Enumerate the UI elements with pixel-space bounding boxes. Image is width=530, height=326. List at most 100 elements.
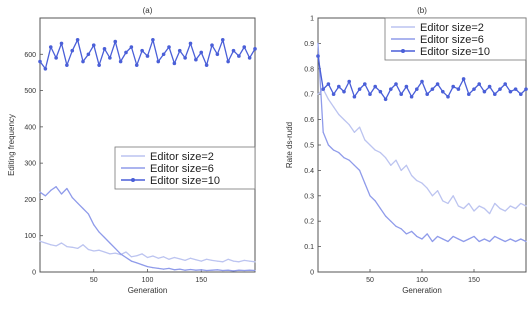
- chart-2-ylabel: Rate ds-rudd: [285, 122, 294, 168]
- chart-2-series-3-point: [441, 89, 445, 94]
- chart-1-series-3-point: [108, 56, 112, 60]
- chart-2-series-2-point: [483, 238, 485, 240]
- chart-1-series-3-point: [97, 63, 101, 67]
- chart-2-series-3-point: [503, 82, 508, 86]
- chart-1-series-2-point: [130, 260, 132, 262]
- chart-2-series-3: [316, 54, 528, 102]
- chart-1-series-2-point: [39, 191, 41, 193]
- chart-1-series-2-point: [163, 268, 165, 270]
- chart-2-series-2-point: [473, 235, 475, 238]
- chart-2-series-3-point: [435, 82, 440, 86]
- chart-1-series-3-point: [75, 37, 80, 42]
- chart-2-series-1-point: [431, 195, 433, 197]
- chart-2-series-1-point: [468, 202, 470, 205]
- chart-2-series-1-point: [317, 93, 319, 95]
- chart-1-series-3-point: [124, 50, 128, 55]
- chart-1-series-2-point: [232, 270, 235, 272]
- chart-1-series-2-point: [125, 256, 127, 259]
- chart-2-series-2-point: [338, 152, 340, 154]
- chart-1-series-2-point: [189, 268, 192, 271]
- chart-1-series-2-point: [141, 264, 143, 266]
- chart-1-series-1-point: [60, 242, 63, 244]
- chart-2-series-2-point: [421, 238, 423, 240]
- chart-1-series-3-point: [86, 52, 91, 57]
- chart-1-ytick-label: 500: [24, 88, 36, 95]
- chart-1-series-2-point: [66, 187, 68, 190]
- chart-2-legend-marker: [401, 49, 405, 53]
- chart-2-series-2-point: [390, 220, 392, 222]
- chart-2-series-2-point: [525, 240, 527, 243]
- chart-2-series-3-point: [472, 87, 476, 91]
- chart-1-series-2-point: [227, 269, 229, 271]
- chart-2-series-1-point: [395, 159, 397, 161]
- chart-2-ytick-label: 1: [310, 16, 314, 23]
- chart-2-series-2-point: [327, 144, 329, 146]
- chart-2-series-2-point: [504, 240, 506, 243]
- chart-2-legend-label: Editor size=2: [420, 22, 484, 34]
- chart-1-series-2-point: [168, 267, 170, 269]
- chart-1-series-3-point: [140, 48, 144, 53]
- chart-1-series-1-point: [200, 260, 202, 262]
- chart-2-series-1-point: [364, 139, 366, 141]
- chart-1-series-1-point: [44, 242, 46, 244]
- chart-1-series-1-point: [254, 261, 256, 263]
- chart-2-series-3-point: [316, 54, 320, 58]
- chart-2-series-3-point: [331, 92, 336, 96]
- chart-2-xtick-label: 50: [366, 277, 374, 284]
- chart-2-xtick-label: 100: [416, 277, 428, 284]
- chart-2-series-1-point: [525, 205, 527, 207]
- chart-1-series-2-point: [195, 269, 197, 271]
- chart-1-series-1-point: [87, 248, 89, 251]
- chart-2-series-3-point: [337, 84, 341, 89]
- chart-1-series-3-point: [199, 50, 204, 55]
- chart-2-series-2-point: [416, 235, 418, 238]
- chart-1-series-2-point: [243, 269, 245, 272]
- chart-2-title: (b): [417, 6, 427, 15]
- chart-2-series-3-point: [513, 87, 518, 91]
- chart-2-legend-label: Editor size=10: [420, 46, 490, 58]
- chart-2-series-2-point: [515, 240, 517, 243]
- chart-1-series-3-point: [151, 37, 155, 42]
- chart-2-series-2-point: [374, 200, 376, 202]
- chart-1-series-1-point: [206, 258, 208, 260]
- chart-1-series-1-point: [55, 245, 57, 247]
- chart-2-series-1-point: [442, 200, 444, 202]
- chart-2-series-2-point: [359, 169, 361, 171]
- chart-1-series-1-point: [157, 257, 159, 259]
- chart-1-series-2-point: [254, 269, 256, 272]
- chart-2-series-3-point: [368, 92, 372, 96]
- chart-2-series-2-point: [317, 42, 319, 45]
- chart-2-legend-label: Editor size=6: [420, 34, 484, 46]
- chart-2-series-3-point: [519, 92, 523, 96]
- chart-1-series-2-point: [103, 236, 106, 239]
- chart-2-ytick-label: 0.7: [304, 92, 314, 99]
- chart-2-series-2-point: [333, 149, 335, 151]
- chart-1-xtick-label: 150: [195, 277, 207, 284]
- chart-1-series-1-point: [82, 244, 84, 246]
- chart-2-series-2-point: [468, 238, 470, 240]
- chart-2-series-1-point: [509, 205, 511, 207]
- chart-2-series-3-point: [357, 87, 362, 91]
- chart-1-series-2-point: [206, 269, 208, 272]
- chart-1-legend-label: Editor size=10: [150, 175, 220, 187]
- chart-1-series-1-point: [249, 260, 251, 262]
- chart-1-series-3-point: [194, 57, 198, 62]
- chart-1-series-1-point: [146, 256, 149, 259]
- chart-2-series-2-point: [405, 233, 407, 235]
- chart-1-xtick-label: 100: [142, 277, 154, 284]
- chart-1-series-2-point: [87, 213, 89, 215]
- chart-2-series-1-point: [457, 205, 459, 207]
- chart-2-series-3-point: [425, 92, 430, 96]
- chart-2-series-2-point: [478, 240, 480, 243]
- chart-2-series-3-point: [409, 94, 414, 99]
- chart-1-series-2-point: [249, 269, 251, 271]
- chart-1-series-2-point: [114, 247, 116, 250]
- chart-1-series-1-point: [71, 246, 73, 248]
- chart-1-series-3-point: [145, 54, 150, 58]
- chart-1-xtick-label: 50: [90, 277, 98, 284]
- chart-1-frame: [39, 17, 256, 273]
- chart-1-series-3-point: [161, 52, 166, 57]
- chart-1-ytick-label: 0: [32, 270, 36, 277]
- chart-2-series-3-point: [394, 82, 398, 86]
